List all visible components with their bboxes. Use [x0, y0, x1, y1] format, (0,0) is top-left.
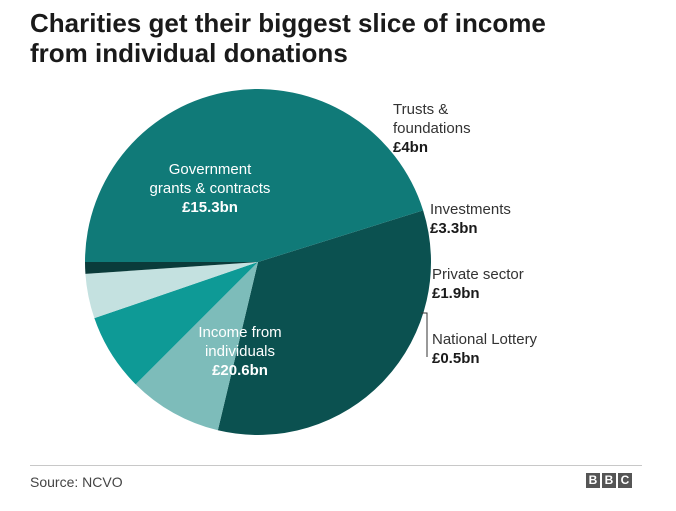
slice-value-trusts: £4bn	[393, 139, 429, 156]
footer-divider	[30, 465, 642, 466]
pie-slice-trusts-foundations	[135, 262, 258, 431]
pie-slice-private-sector	[85, 262, 258, 319]
slice-label-individuals: Income from individuals £20.6bn	[140, 323, 340, 380]
bbc-logo-letter-2: B	[602, 473, 616, 488]
slice-label-trusts: Trusts & foundations £4bn	[393, 100, 471, 157]
slice-name-trusts: Trusts & foundations	[393, 101, 471, 137]
pie-slice-national-lottery	[84, 262, 258, 274]
slice-name-government: Government grants & contracts	[149, 161, 271, 197]
pie-slice-income-from-individuals	[85, 89, 424, 263]
slice-label-investments: Investments £3.3bn	[430, 200, 511, 238]
chart-title-line-1: Charities get their biggest slice of inc…	[30, 8, 546, 38]
pie-slice-investments	[94, 262, 259, 385]
national-lottery-leader-line	[421, 312, 428, 357]
bbc-logo-letter-1: B	[586, 473, 600, 488]
slice-value-national-lottery: £0.5bn	[432, 350, 480, 367]
chart-title: Charities get their biggest slice of inc…	[30, 8, 650, 68]
slice-name-individuals: Income from individuals	[198, 324, 282, 360]
chart-title-line-2: from individual donations	[30, 38, 348, 68]
slice-name-investments: Investments	[430, 201, 511, 218]
pie-slice-government-grants-contracts	[217, 210, 431, 436]
bbc-logo-letter-3: C	[618, 473, 632, 488]
slice-value-private-sector: £1.9bn	[432, 285, 480, 302]
slice-label-government: Government grants & contracts £15.3bn	[110, 160, 310, 217]
slice-name-private-sector: Private sector	[432, 266, 524, 283]
slice-label-private-sector: Private sector £1.9bn	[432, 265, 524, 303]
slice-label-national-lottery: National Lottery £0.5bn	[432, 330, 537, 368]
slice-value-investments: £3.3bn	[430, 220, 478, 237]
bbc-logo: B B C	[586, 473, 632, 488]
slice-value-government: £15.3bn	[182, 199, 238, 216]
source-note: Source: NCVO	[30, 474, 123, 490]
slice-value-individuals: £20.6bn	[212, 362, 268, 379]
slice-name-national-lottery: National Lottery	[432, 331, 538, 348]
